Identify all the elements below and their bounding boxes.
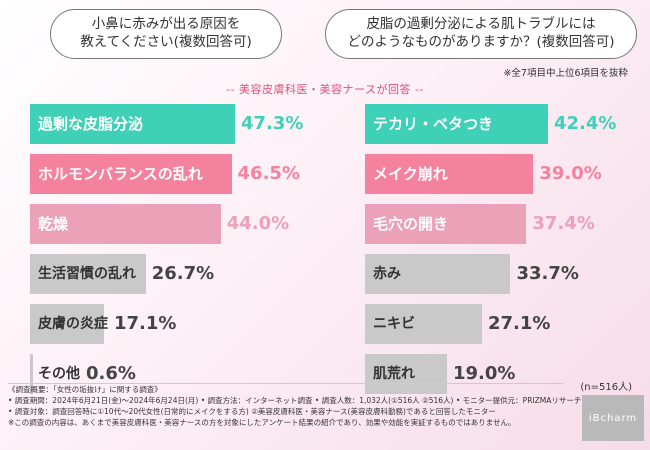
bar-value-label: 17.1% — [114, 313, 177, 334]
bar-label: 肌荒れ — [373, 366, 415, 382]
bar — [365, 254, 511, 294]
bar — [30, 104, 235, 144]
bar-label: テカリ・ベタつき — [373, 115, 494, 133]
bar-label: その他 — [38, 366, 80, 382]
bar — [365, 104, 548, 144]
bar-label: ニキビ — [373, 316, 415, 332]
bar-value-label: 46.5% — [237, 163, 300, 184]
bar-label: メイク崩れ — [373, 165, 448, 183]
bar-value-label: 27.1% — [487, 313, 551, 334]
bar — [30, 354, 33, 394]
bar-value-label: 33.7% — [516, 263, 579, 284]
bar — [30, 204, 221, 244]
divider — [8, 383, 563, 384]
question-left-text: 小鼻に赤みが出る原因を 教えてください(複数回答可) — [80, 16, 252, 50]
bar — [365, 354, 447, 394]
brand-logo: iBcharm — [582, 395, 644, 441]
bar-label: 過剰な皮脂分泌 — [38, 115, 144, 133]
question-left: 小鼻に赤みが出る原因を 教えてください(複数回答可) — [50, 9, 282, 59]
bar-label: ホルモンバランスの乱れ — [38, 165, 203, 183]
bar — [30, 154, 232, 194]
bar-label: 乾燥 — [38, 215, 69, 233]
survey-note: 《調査概要：「女性の垢抜け」に関する調査》 — [8, 385, 162, 394]
top-note: ※全7項目中上位6項目を抜粋 — [503, 68, 628, 79]
bar-value-label: 44.0% — [226, 213, 290, 234]
bar — [365, 154, 534, 194]
bar-label: 赤み — [373, 266, 401, 282]
bar — [365, 304, 482, 344]
survey-note: • 調査対象：調査回答時に①10代〜20代女性(日常的にメイクをする方) ②美容… — [8, 406, 496, 416]
bar — [365, 204, 527, 244]
question-right: 皮脂の過剰分泌による肌トラブルには どのようなものがありますか？(複数回答可) — [325, 9, 637, 59]
survey-notes: 《調査概要：「女性の垢抜け」に関する調査》 • 調査期間：2024年6月21日(… — [8, 385, 581, 429]
question-right-text: 皮脂の過剰分泌による肌トラブルには どのようなものがありますか？(複数回答可) — [347, 16, 615, 50]
sample-size-label: (n=516人) — [580, 382, 632, 393]
bar-value-label: 26.7% — [151, 263, 215, 284]
bar-label: 毛穴の開き — [373, 215, 449, 233]
bar-value-label: 19.0% — [453, 363, 516, 384]
survey-note: • 調査期間：2024年6月21日(金)〜2024年6月24日(月) • 調査方… — [8, 395, 582, 405]
survey-note: ※この調査の内容は、あくまで美容皮膚科医・美容ナースの方を対象にしたアンケート結… — [8, 417, 516, 427]
bar — [30, 304, 105, 344]
bar — [30, 254, 146, 294]
bar-value-label: 47.3% — [241, 113, 304, 134]
respondents-label: -- 美容皮膚科医・美容ナースが回答 -- — [226, 83, 424, 96]
bar-label: 生活習慣の乱れ — [38, 266, 136, 282]
bar-value-label: 42.4% — [554, 113, 617, 134]
bar-value-label: 0.6% — [86, 363, 136, 384]
bar-label: 皮膚の炎症 — [38, 316, 108, 332]
bar-value-label: 37.4% — [532, 213, 595, 234]
brand-text: iBcharm — [588, 412, 638, 424]
bar-value-label: 39.0% — [539, 163, 602, 184]
